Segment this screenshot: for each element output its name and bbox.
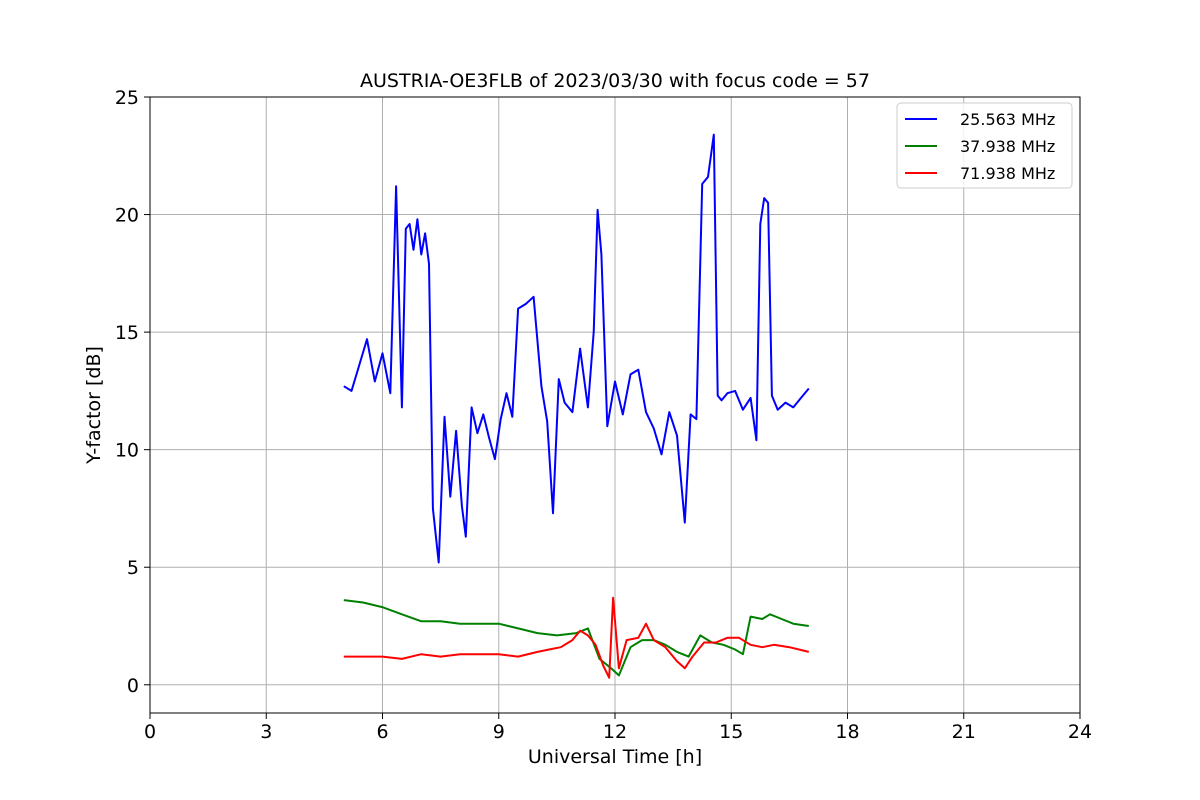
series-layer: [343, 133, 810, 679]
x-tick-label: 6: [376, 721, 388, 743]
y-tick-label: 25: [115, 87, 139, 109]
y-tick-label: 5: [127, 557, 139, 579]
x-tick-label: 21: [952, 721, 976, 743]
y-tick-label: 15: [115, 322, 139, 344]
ticks: 0 3 6 9 12 15 18 21 24 0 5 10 15 20 25: [115, 87, 1092, 743]
y-tick-label: 0: [127, 675, 139, 697]
series-line-2: [343, 599, 809, 677]
x-tick-label: 12: [603, 721, 627, 743]
chart-title: AUSTRIA-OE3FLB of 2023/03/30 with focus …: [360, 70, 870, 92]
y-tick-label: 10: [115, 440, 139, 462]
x-tick-label: 15: [719, 721, 743, 743]
x-tick-label: 18: [835, 721, 859, 743]
x-tick-label: 0: [144, 721, 156, 743]
legend-label-3: 71.938 MHz: [960, 164, 1055, 183]
legend-box: [896, 102, 1073, 189]
legend: 25.563 MHz 37.938 MHz 71.938 MHz: [896, 102, 1073, 189]
y-tick-label: 20: [115, 205, 139, 227]
y-axis-label: Y-factor [dB]: [83, 346, 105, 465]
x-tick-label: 3: [260, 721, 272, 743]
x-axis-label: Universal Time [h]: [528, 746, 702, 768]
series-line-1: [343, 133, 810, 564]
series-line-3: [343, 596, 810, 679]
x-tick-label: 9: [493, 721, 505, 743]
x-tick-label: 24: [1068, 721, 1092, 743]
legend-label-2: 37.938 MHz: [960, 137, 1055, 156]
legend-label-1: 25.563 MHz: [960, 110, 1055, 129]
